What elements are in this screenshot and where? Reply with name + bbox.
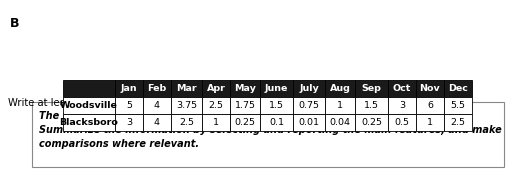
Text: Average Monthly Rainfall, in Inches: Average Monthly Rainfall, in Inches <box>157 91 378 101</box>
Text: 6: 6 <box>427 101 433 110</box>
Bar <box>416 114 444 131</box>
Bar <box>355 97 388 114</box>
Text: 0.75: 0.75 <box>298 101 319 110</box>
Bar <box>416 97 444 114</box>
Bar <box>260 80 293 97</box>
Bar <box>293 97 325 114</box>
Bar <box>444 97 472 114</box>
Text: 2.5: 2.5 <box>179 118 194 127</box>
Text: 1: 1 <box>337 101 343 110</box>
Bar <box>388 80 416 97</box>
Bar <box>416 80 444 97</box>
Text: 3.75: 3.75 <box>176 101 197 110</box>
Text: 0.01: 0.01 <box>298 118 319 127</box>
Text: 1: 1 <box>427 118 433 127</box>
Bar <box>115 80 143 97</box>
Bar <box>230 80 260 97</box>
Text: 0.25: 0.25 <box>234 118 255 127</box>
Bar <box>171 114 202 131</box>
Bar <box>325 80 355 97</box>
Bar <box>325 97 355 114</box>
Bar <box>63 97 115 114</box>
Text: Woodsville: Woodsville <box>60 101 118 110</box>
Bar <box>293 80 325 97</box>
Text: 4: 4 <box>154 118 160 127</box>
Text: 1: 1 <box>213 118 219 127</box>
Text: Apr: Apr <box>206 84 225 93</box>
Bar <box>143 97 171 114</box>
Text: Aug: Aug <box>330 84 350 93</box>
Text: 0.1: 0.1 <box>269 118 284 127</box>
Bar <box>325 114 355 131</box>
Text: Nov: Nov <box>420 84 440 93</box>
Text: 3: 3 <box>126 118 132 127</box>
Text: 2.5: 2.5 <box>208 101 224 110</box>
Text: comparisons where relevant.: comparisons where relevant. <box>39 139 199 149</box>
Text: Summarize the information by selecting and reporting the main features, and make: Summarize the information by selecting a… <box>39 125 502 135</box>
Text: 1.5: 1.5 <box>269 101 284 110</box>
Bar <box>171 80 202 97</box>
Bar <box>230 97 260 114</box>
Text: The table below shows the average monthly rainfall in two different cities.: The table below shows the average monthl… <box>39 111 452 121</box>
Text: Feb: Feb <box>147 84 166 93</box>
Text: Dec: Dec <box>448 84 468 93</box>
Text: 0.04: 0.04 <box>330 118 351 127</box>
Bar <box>202 114 230 131</box>
Text: 5: 5 <box>126 101 132 110</box>
Bar <box>388 114 416 131</box>
Text: 4: 4 <box>154 101 160 110</box>
Text: July: July <box>299 84 319 93</box>
Bar <box>202 97 230 114</box>
Bar <box>115 97 143 114</box>
Text: Mar: Mar <box>176 84 197 93</box>
Text: May: May <box>234 84 256 93</box>
Text: Write at least 150 words.: Write at least 150 words. <box>8 98 133 108</box>
Bar <box>260 97 293 114</box>
Bar <box>355 114 388 131</box>
Bar <box>444 80 472 97</box>
Bar <box>260 114 293 131</box>
Bar <box>115 114 143 131</box>
Bar <box>143 114 171 131</box>
Bar <box>293 114 325 131</box>
Bar <box>63 80 115 97</box>
Bar <box>171 97 202 114</box>
Text: B: B <box>10 17 19 30</box>
Bar <box>230 114 260 131</box>
Bar <box>63 114 115 131</box>
Text: 0.5: 0.5 <box>395 118 410 127</box>
Text: 2.5: 2.5 <box>451 118 465 127</box>
Bar <box>355 80 388 97</box>
Bar <box>202 80 230 97</box>
Text: 3: 3 <box>399 101 405 110</box>
Text: Oct: Oct <box>393 84 411 93</box>
Text: 5.5: 5.5 <box>451 101 465 110</box>
Text: Sep: Sep <box>361 84 381 93</box>
Text: Blacksboro: Blacksboro <box>59 118 118 127</box>
Bar <box>444 114 472 131</box>
Bar <box>388 97 416 114</box>
Text: June: June <box>265 84 288 93</box>
Text: Jan: Jan <box>121 84 137 93</box>
Text: 0.25: 0.25 <box>361 118 382 127</box>
Bar <box>143 80 171 97</box>
Text: 1.5: 1.5 <box>364 101 379 110</box>
Text: 1.75: 1.75 <box>234 101 255 110</box>
Bar <box>32 102 504 167</box>
